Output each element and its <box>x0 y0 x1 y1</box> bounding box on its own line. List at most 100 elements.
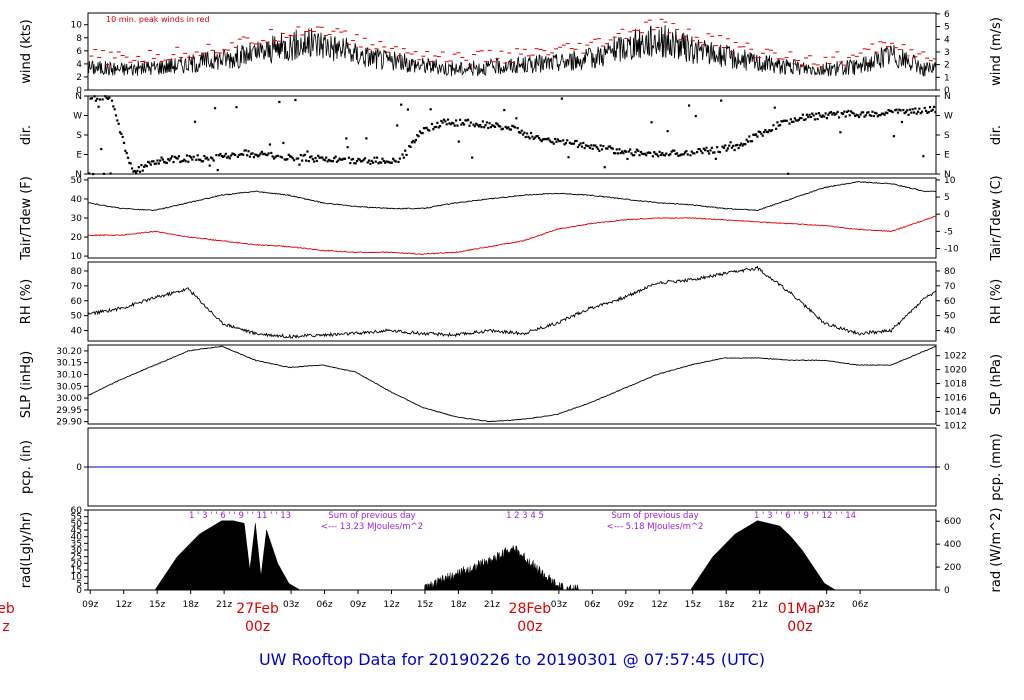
dir-point <box>737 147 740 150</box>
dir-point <box>286 158 289 161</box>
dir-point <box>543 138 546 141</box>
dir-point <box>318 156 321 159</box>
dir-point <box>695 151 699 154</box>
dir-point <box>803 118 806 121</box>
dir-point <box>108 96 111 99</box>
dir-point <box>805 113 808 116</box>
dir-point <box>678 154 681 157</box>
dir-point <box>413 141 416 144</box>
dir-point <box>397 160 400 164</box>
dir-point <box>287 153 290 156</box>
dir-point <box>641 152 644 155</box>
panel-wind: wind (kts) wind (m/s) 0 2 4 6 8 10 0 1 2 3 4 5 6 10 min… <box>19 10 1004 96</box>
dir-point <box>426 128 430 131</box>
dir-point <box>204 157 207 160</box>
dir-point <box>598 149 601 152</box>
date-label: 27Feb <box>236 601 279 617</box>
x-tick-label: 12z <box>651 600 667 610</box>
dir-point <box>824 112 827 115</box>
series-rh <box>87 265 937 340</box>
dir-point <box>425 126 428 129</box>
dir-point <box>781 120 784 123</box>
x-tick-label: 09z <box>350 600 366 610</box>
dir-point <box>532 137 535 141</box>
dir-point <box>145 165 148 168</box>
tick-label-left: S <box>76 131 82 141</box>
date-label: 28Feb <box>509 601 552 617</box>
dir-point <box>445 123 448 126</box>
dir-point <box>382 159 385 163</box>
dir-point <box>323 159 326 162</box>
dir-point <box>617 152 620 155</box>
dir-point <box>606 147 609 150</box>
dir-point <box>124 149 127 152</box>
dir-point <box>437 126 440 129</box>
rad-area <box>690 520 836 591</box>
dir-point <box>222 155 225 158</box>
tick-label-right: 80 <box>944 267 956 277</box>
dir-point <box>105 96 108 99</box>
dir-point <box>902 108 905 112</box>
dir-point <box>600 148 604 151</box>
dir-point <box>275 154 278 158</box>
dir-point <box>499 125 502 128</box>
dir-point <box>899 109 902 112</box>
tick-label-left: 30 <box>71 214 83 224</box>
series-wind <box>87 24 936 77</box>
dir-point <box>410 141 414 144</box>
tick-label-right: 0 <box>944 86 950 96</box>
dir-point <box>675 152 679 155</box>
dir-point <box>769 129 772 133</box>
dir-point <box>934 110 937 114</box>
x-axis: 09z 12z 15z 18z 21z 03z 06z 09z 12z 15z 18z 21z 03z 0… <box>0 590 868 635</box>
dir-point <box>848 114 851 117</box>
dir-point <box>456 124 459 127</box>
dir-point <box>138 170 142 173</box>
dir-point <box>280 156 284 159</box>
dir-point <box>93 95 96 98</box>
dir-point <box>843 110 846 113</box>
dir-point <box>211 157 214 160</box>
dir-point <box>476 123 479 126</box>
dir-point <box>559 140 562 143</box>
dir-point <box>240 153 243 156</box>
sum-note-line1: Sum of previous day <box>611 511 698 521</box>
dir-point <box>687 104 691 107</box>
dir-point <box>446 118 450 121</box>
dir-point <box>317 154 320 157</box>
ylabel-left: dir. <box>19 125 34 145</box>
dir-point <box>916 110 920 113</box>
dir-point <box>539 138 542 141</box>
dir-point <box>548 139 551 142</box>
dir-point <box>568 141 571 144</box>
dir-point <box>920 110 924 113</box>
dir-point <box>766 131 770 134</box>
dir-point <box>661 151 664 155</box>
panel-frame <box>87 344 937 425</box>
dir-point <box>242 153 245 156</box>
tick-label-right: N <box>944 92 951 102</box>
dir-point <box>104 95 107 98</box>
dir-point <box>120 132 123 135</box>
dir-point <box>582 141 585 145</box>
dir-point <box>558 139 561 143</box>
series-tdew <box>87 215 937 256</box>
dir-point <box>579 142 582 145</box>
dir-point <box>621 150 624 153</box>
dir-point <box>630 152 633 155</box>
dir-point <box>800 117 803 120</box>
dir-point <box>134 171 138 174</box>
dir-point <box>856 114 859 117</box>
dir-point <box>625 150 628 153</box>
date-hour-label: 00z <box>787 619 812 635</box>
dir-point <box>480 125 483 129</box>
tick-label-left: 60 <box>71 506 83 516</box>
sum-note-line2: <--- 13.23 MJoules/m^2 <box>321 522 423 532</box>
ylabel-right: dir. <box>989 125 1004 145</box>
dir-point <box>200 160 203 163</box>
dir-point <box>409 145 412 149</box>
panel-temp: Tair/Tdew (F) Tair/Tdew (C)1020304050-10-… <box>19 175 1004 262</box>
dir-point <box>883 113 886 116</box>
series-peak <box>89 18 937 68</box>
dir-point <box>187 160 190 163</box>
